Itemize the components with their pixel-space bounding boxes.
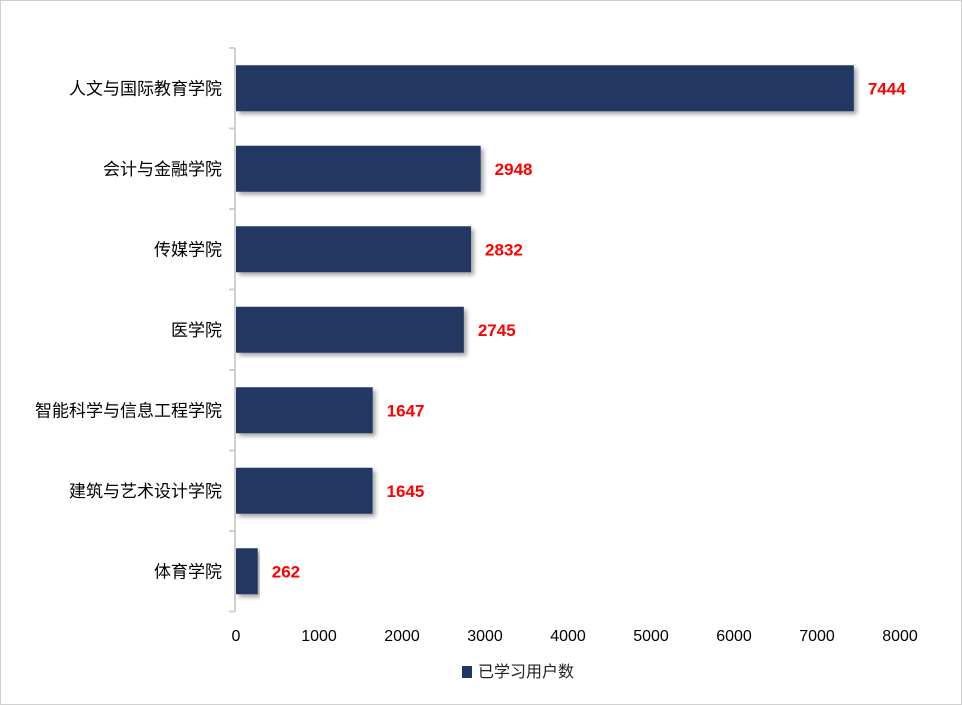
x-tick-label: 4000 [550, 628, 586, 645]
x-tick-label: 3000 [467, 628, 503, 645]
legend-swatch [462, 666, 472, 678]
bar [236, 306, 464, 353]
data-label: 2745 [478, 321, 516, 340]
category-label: 传媒学院 [154, 240, 222, 260]
category-label: 人文与国际教育学院 [69, 79, 222, 99]
category-label: 会计与金融学院 [103, 160, 222, 180]
legend-label: 已学习用户数 [478, 662, 574, 681]
x-tick-label: 6000 [716, 628, 752, 645]
data-label: 2948 [495, 160, 533, 179]
category-label: 建筑与艺术设计学院 [69, 482, 222, 502]
x-tick-label: 1000 [301, 628, 337, 645]
bar [236, 226, 472, 273]
x-tick-label: 8000 [882, 628, 918, 645]
x-tick-label: 5000 [633, 628, 669, 645]
data-label: 2832 [485, 240, 523, 259]
data-label: 1647 [387, 401, 425, 420]
bar [236, 145, 481, 192]
x-tick-label: 2000 [384, 628, 420, 645]
category-label: 体育学院 [154, 562, 222, 582]
x-tick-label: 7000 [799, 628, 835, 645]
bar [236, 548, 258, 595]
data-label: 262 [272, 562, 300, 581]
category-label: 医学院 [171, 321, 222, 341]
bar [236, 65, 854, 112]
bar [236, 467, 373, 514]
data-label: 1645 [387, 482, 425, 501]
x-tick-label: 0 [232, 628, 241, 645]
bar [236, 387, 373, 434]
data-label: 7444 [868, 79, 906, 98]
category-label: 智能科学与信息工程学院 [35, 401, 222, 421]
